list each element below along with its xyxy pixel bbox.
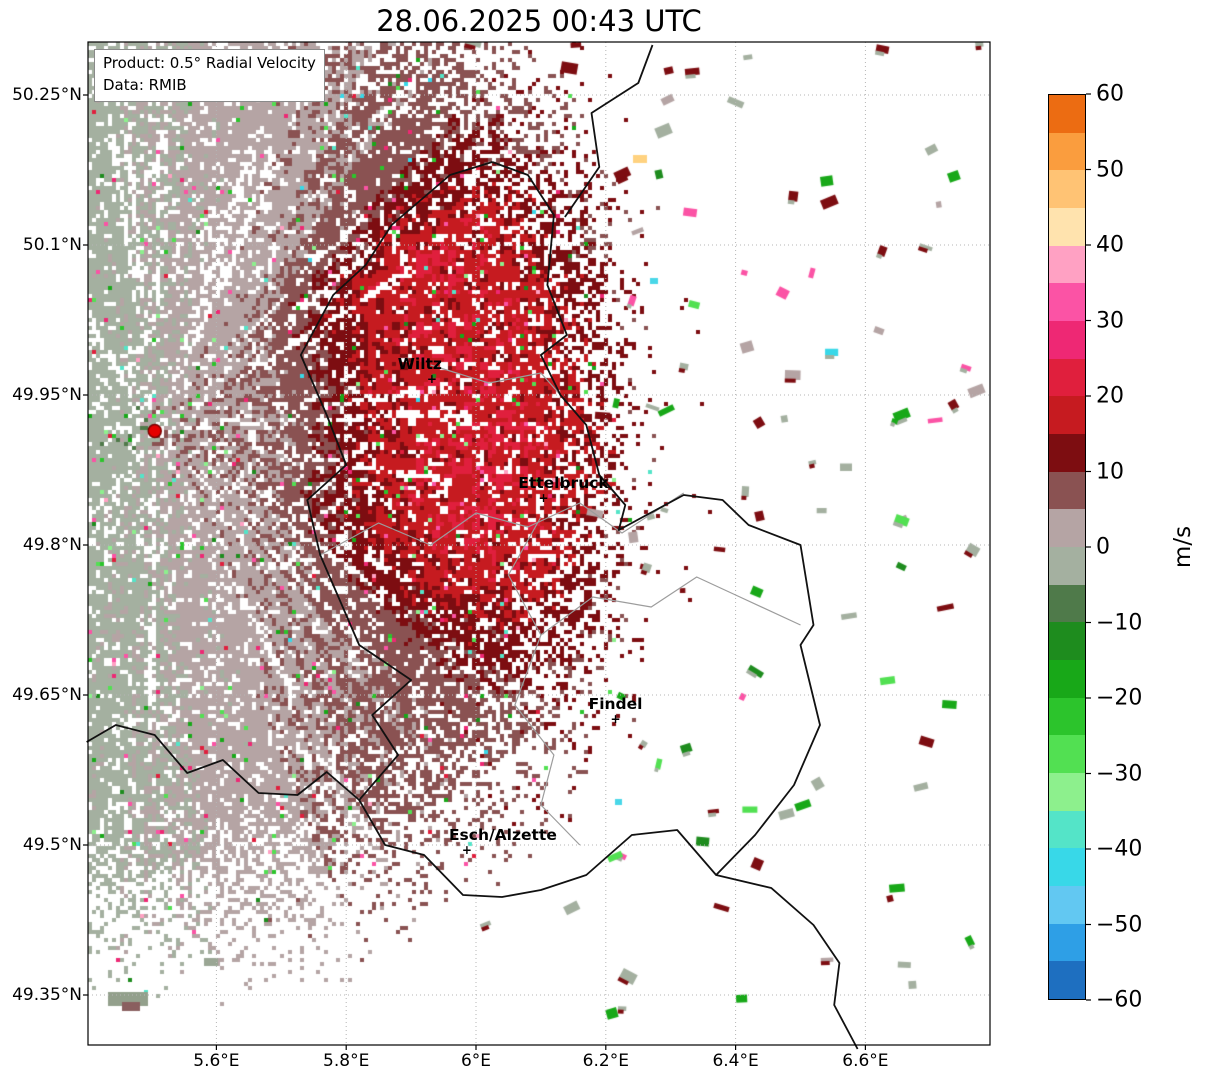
colorbar-segment bbox=[1049, 735, 1085, 774]
colorbar-segment bbox=[1049, 170, 1085, 209]
colorbar-tick-label: −40 bbox=[1096, 836, 1143, 862]
colorbar bbox=[1048, 94, 1086, 1000]
colorbar-tick-label: −30 bbox=[1096, 761, 1143, 786]
product-info-box: Product: 0.5° Radial Velocity Data: RMIB bbox=[94, 49, 325, 102]
lon-tick-label: 5.8°E bbox=[323, 1051, 370, 1071]
colorbar-tick-label: 30 bbox=[1096, 308, 1124, 333]
colorbar-segment bbox=[1049, 434, 1085, 472]
lat-tick-label: 49.5°N bbox=[22, 835, 82, 855]
lon-tick-label: 6.2°E bbox=[582, 1051, 629, 1071]
colorbar-segment bbox=[1049, 584, 1085, 623]
colorbar-segment bbox=[1049, 886, 1085, 924]
city-label: Esch/Alzette bbox=[448, 826, 557, 844]
colorbar-tick-label: 40 bbox=[1096, 232, 1124, 258]
colorbar-segment bbox=[1049, 622, 1085, 661]
lat-tick-label: 50.25°N bbox=[12, 85, 82, 105]
colorbar-tick-label: 60 bbox=[1096, 81, 1124, 107]
colorbar-segment bbox=[1049, 208, 1085, 246]
colorbar-tick-label: −20 bbox=[1096, 685, 1143, 711]
radar-velocity-field-canvas bbox=[88, 42, 990, 1045]
city-marker: + bbox=[426, 372, 437, 386]
lat-tick-label: 49.95°N bbox=[12, 385, 82, 405]
lat-tick-label: 49.65°N bbox=[12, 685, 82, 705]
colorbar-segment bbox=[1049, 132, 1085, 171]
lat-tick-label: 50.1°N bbox=[22, 235, 82, 255]
city-label: Ettelbruck bbox=[518, 474, 609, 492]
city-marker: + bbox=[610, 712, 621, 726]
colorbar-segment bbox=[1049, 773, 1085, 811]
colorbar-segment bbox=[1049, 697, 1085, 736]
lon-tick-label: 6.6°E bbox=[842, 1051, 889, 1071]
colorbar-tick-label: 10 bbox=[1096, 459, 1124, 484]
product-label: Product: 0.5° Radial Velocity bbox=[103, 54, 316, 72]
colorbar-tick-label: −50 bbox=[1096, 912, 1143, 937]
colorbar-unit-label: m/s bbox=[1170, 525, 1196, 569]
lon-tick-label: 5.6°E bbox=[193, 1051, 240, 1071]
lat-tick-label: 49.35°N bbox=[12, 985, 82, 1005]
colorbar-segment bbox=[1049, 358, 1085, 397]
colorbar-tick-label: −60 bbox=[1096, 987, 1143, 1013]
plot-title: 28.06.2025 00:43 UTC bbox=[376, 4, 702, 38]
lon-tick-label: 6°E bbox=[460, 1051, 492, 1071]
colorbar-segment bbox=[1049, 923, 1085, 962]
colorbar-segment bbox=[1049, 95, 1085, 133]
colorbar-segment bbox=[1049, 245, 1085, 284]
colorbar-segment bbox=[1049, 848, 1085, 887]
city-marker: + bbox=[538, 491, 549, 505]
colorbar-tick-label: 20 bbox=[1096, 383, 1124, 409]
colorbar-segment bbox=[1049, 509, 1085, 548]
city-label: Findel bbox=[588, 695, 643, 713]
colorbar-segment bbox=[1049, 396, 1085, 435]
colorbar-tick-label: 50 bbox=[1096, 157, 1124, 182]
colorbar-segment bbox=[1049, 660, 1085, 698]
lat-tick-label: 49.8°N bbox=[22, 535, 82, 555]
colorbar-segment bbox=[1049, 810, 1085, 849]
colorbar-segment bbox=[1049, 283, 1085, 322]
city-label: Wiltz bbox=[397, 355, 442, 373]
colorbar-segment bbox=[1049, 547, 1085, 585]
colorbar-tick-label: 0 bbox=[1096, 534, 1110, 560]
colorbar-segment bbox=[1049, 321, 1085, 359]
data-source-label: Data: RMIB bbox=[103, 75, 187, 94]
city-marker: + bbox=[461, 843, 472, 857]
colorbar-segment bbox=[1049, 961, 1085, 1000]
lon-tick-label: 6.4°E bbox=[712, 1051, 759, 1071]
colorbar-tick-label: −10 bbox=[1096, 610, 1143, 635]
colorbar-segment bbox=[1049, 471, 1085, 510]
